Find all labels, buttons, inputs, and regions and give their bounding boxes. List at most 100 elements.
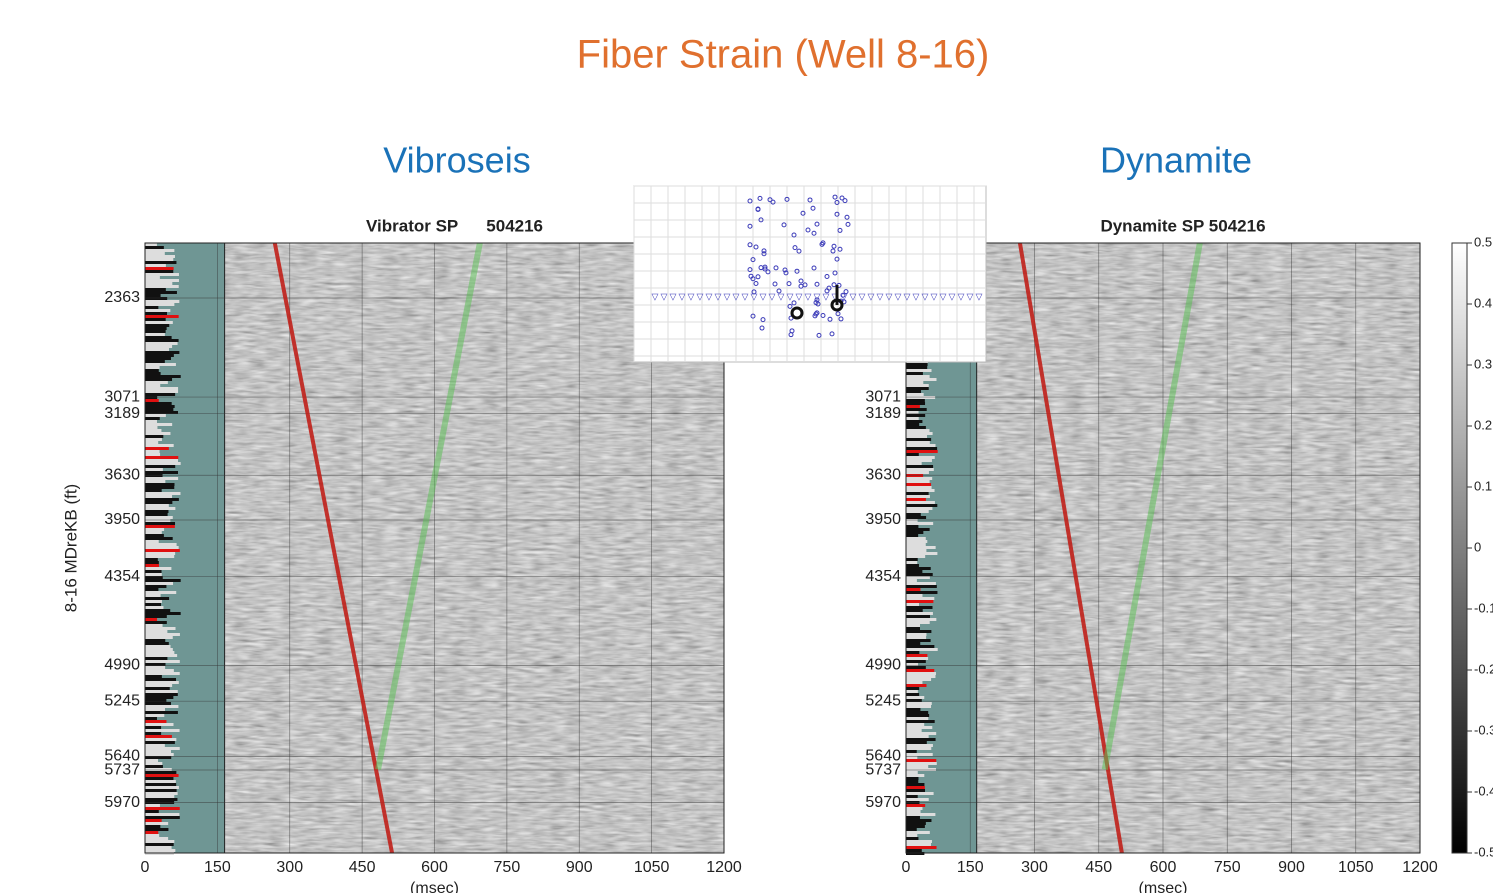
well-log-bar [145, 717, 157, 720]
well-log-bar [145, 429, 162, 432]
well-log-bar [906, 552, 938, 555]
y-tick-label: 4990 [104, 657, 140, 674]
colorbar [1451, 242, 1468, 854]
well-log-bar [906, 849, 922, 852]
well-log-bar [145, 375, 181, 378]
well-log-bar [145, 609, 171, 612]
well-log-bar [145, 750, 171, 753]
x-tick-label: 0 [902, 859, 911, 876]
well-log-bar [906, 372, 923, 375]
inset-receiver [791, 300, 797, 306]
well-log-bar [145, 780, 176, 783]
well-log-bar [145, 567, 172, 570]
inset-receiver [824, 288, 830, 294]
well-log-bar [145, 789, 177, 792]
well-log-bar [906, 687, 920, 690]
well-log-bar [145, 738, 177, 741]
inset-receiver [760, 317, 766, 323]
well-log-bar [906, 807, 923, 810]
well-log-bar [906, 498, 926, 501]
inset-receiver [837, 246, 843, 252]
inset-receiver [813, 311, 819, 317]
well-log-bar [906, 573, 933, 576]
well-log-bar [145, 561, 159, 564]
well-log-bar [906, 720, 935, 723]
well-log-bar [145, 399, 159, 402]
inset-source: ▽ [976, 291, 983, 301]
well-log-bar [906, 822, 926, 825]
well-log-bar [145, 687, 170, 690]
well-log-bar [145, 348, 170, 351]
well-log-bar [145, 741, 175, 744]
well-log-bar [145, 510, 169, 513]
well-log-bar [145, 585, 167, 588]
well-log-bar [906, 780, 919, 783]
well-log-bar [906, 507, 933, 510]
inset-receiver [755, 274, 761, 280]
inset-receiver [787, 303, 793, 309]
well-log-bar [906, 408, 927, 411]
inset-map: ▽ ▽ ▽ ▽ ▽ ▽ ▽ ▽ ▽ ▽ ▽ ▽ ▽ ▽ ▽ ▽ ▽ ▽ ▽ ▽ ▽ ▽ ▽ ▽ ▽ ▽ ▽ ▽ ▽ ▽ ▽ ▽ ▽ ▽ ▽ ▽ ▽ [633, 185, 987, 363]
inset-receiver [816, 332, 822, 338]
inset-source: ▽ [967, 291, 974, 301]
well-log-bar [145, 690, 178, 693]
well-log-bar [906, 834, 918, 837]
well-log-bar [906, 750, 917, 753]
well-log-bar [145, 807, 180, 810]
well-log-bar [906, 363, 928, 366]
well-log-bar [906, 717, 929, 720]
well-log-bar [145, 351, 180, 354]
well-log-bar [906, 435, 928, 438]
inset-receiver [757, 195, 763, 201]
inset-source: ▽ [958, 291, 965, 301]
inset-receiver [831, 282, 837, 288]
inset-receiver [755, 206, 761, 212]
well-log-bar [145, 795, 175, 798]
well-log-bar [145, 444, 174, 447]
well-log-bar [906, 699, 922, 702]
well-log-bar [145, 762, 163, 765]
well-log-bar [906, 468, 934, 471]
well-log-bar [145, 657, 168, 660]
well-log-bar [145, 456, 179, 459]
well-log-bar [145, 522, 176, 525]
well-log-bar [906, 753, 933, 756]
x-tick-label: 0 [141, 859, 150, 876]
well-log-bar [145, 549, 180, 552]
well-log-bar [145, 294, 161, 297]
well-log-bar [145, 672, 180, 675]
well-log-bar [906, 459, 932, 462]
inset-receiver [786, 281, 792, 287]
well-log-bar [906, 669, 935, 672]
well-log-bar [906, 567, 931, 570]
well-log-bar [145, 576, 163, 579]
inset-receiver [831, 243, 837, 249]
well-log-bar [145, 792, 178, 795]
well-log-bar [906, 486, 932, 489]
colorbar-label: 0.1 [1474, 478, 1492, 493]
well-log-bar [906, 681, 923, 684]
well-log-bar [906, 831, 930, 834]
inset-receiver [832, 194, 838, 200]
well-log-bar [145, 816, 180, 819]
well-log-bar [145, 315, 179, 318]
well-log-bar [145, 633, 180, 636]
well-log-bar [906, 426, 926, 429]
well-log-bar [145, 450, 160, 453]
well-log-bar [906, 639, 931, 642]
well-log-bar [906, 588, 921, 591]
x-tick-label: 300 [1021, 859, 1048, 876]
inset-source: ▽ [751, 291, 758, 301]
inset-receiver [832, 270, 838, 276]
well-log-bar [906, 594, 923, 597]
well-log-bar [906, 678, 932, 681]
well-log-bar [145, 624, 163, 627]
y-tick-label: 5737 [865, 761, 901, 778]
well-log-bar [145, 261, 177, 264]
well-log-bar [906, 633, 927, 636]
well-log-bar [145, 489, 162, 492]
well-log-bar [906, 684, 927, 687]
well-log-bar [906, 453, 919, 456]
well-log-bar [906, 450, 938, 453]
